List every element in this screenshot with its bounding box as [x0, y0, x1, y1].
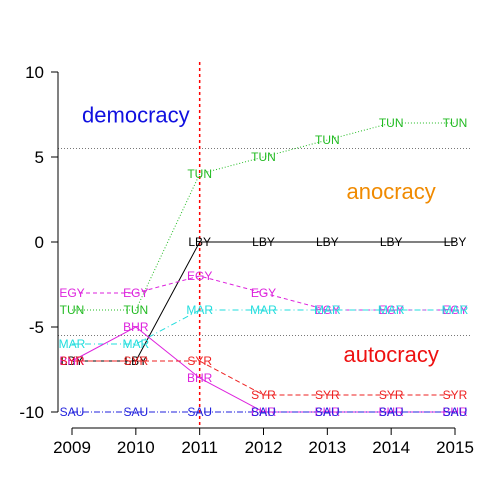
region-label-anocracy: anocracy — [347, 179, 436, 204]
point-label-syr: SYR — [443, 388, 468, 402]
x-tick-label: 2014 — [372, 438, 410, 457]
region-label-autocracy: autocracy — [343, 342, 438, 367]
x-tick-label: 2010 — [117, 438, 155, 457]
point-label-lby: LBY — [444, 235, 467, 249]
point-label-syr: SYR — [60, 354, 85, 368]
point-label-egy: EGY — [187, 269, 212, 283]
point-label-tun: TUN — [315, 133, 340, 147]
y-tick-label: 5 — [35, 148, 44, 167]
point-label-bhr: BHR — [123, 320, 149, 334]
x-tick-label: 2012 — [245, 438, 283, 457]
point-label-bhr: BHR — [378, 405, 404, 419]
reference-lines — [58, 62, 470, 428]
axes: -10 -5 0 5 10 2009 2010 2011 2012 2013 2014 2015 — [19, 63, 473, 457]
point-label-syr: SYR — [315, 388, 340, 402]
series-layer — [71, 122, 455, 413]
point-labels-layer: TUN TUN TUN TUN TUN TUN TUN LBY LBY LBY LBY LBY LBY L… — [59, 116, 469, 419]
point-label-sau: SAU — [60, 405, 85, 419]
x-tick-label: 2015 — [436, 438, 474, 457]
point-label-egy: EGY — [251, 286, 276, 300]
x-tick-label: 2009 — [53, 438, 91, 457]
point-label-bhr: BHR — [251, 405, 277, 419]
point-label-sau: SAU — [315, 405, 340, 419]
point-label-egy: EGY — [59, 286, 84, 300]
point-label-mar: MAR — [442, 303, 469, 317]
point-label-tun: TUN — [379, 116, 404, 130]
point-label-egy: EGY — [378, 303, 403, 317]
point-label-syr: SYR — [187, 354, 212, 368]
x-tick-label: 2013 — [308, 438, 346, 457]
point-label-mar: MAR — [59, 337, 86, 351]
point-label-syr: SYR — [379, 388, 404, 402]
point-label-mar: MAR — [186, 303, 213, 317]
point-label-mar: MAR — [122, 337, 149, 351]
point-label-tun: TUN — [60, 303, 85, 317]
point-label-mar: MAR — [250, 303, 277, 317]
point-label-egy: EGY — [315, 303, 340, 317]
point-label-lby: LBY — [61, 354, 84, 368]
point-label-tun: TUN — [187, 167, 212, 181]
point-label-sau: SAU — [443, 405, 468, 419]
point-label-tun: TUN — [123, 303, 148, 317]
point-label-bhr: BHR — [59, 354, 85, 368]
point-label-lby: LBY — [188, 235, 211, 249]
x-tick-label: 2011 — [181, 438, 218, 457]
point-label-tun: TUN — [251, 150, 276, 164]
point-label-sau: SAU — [251, 405, 276, 419]
y-tick-label: -10 — [19, 403, 44, 422]
point-label-tun: TUN — [443, 116, 468, 130]
point-label-sau: SAU — [379, 405, 404, 419]
point-label-bhr: BHR — [442, 405, 468, 419]
point-label-syr: SYR — [123, 354, 148, 368]
point-label-lby: LBY — [252, 235, 275, 249]
region-labels-layer: democracy anocracy autocracy — [82, 103, 439, 368]
point-label-egy: EGY — [442, 303, 467, 317]
y-tick-label: 0 — [35, 233, 44, 252]
y-tick-label: -5 — [29, 318, 44, 337]
point-label-syr: SYR — [251, 388, 276, 402]
point-label-sau: SAU — [187, 405, 212, 419]
point-label-lby: LBY — [380, 235, 403, 249]
point-label-egy: EGY — [123, 286, 148, 300]
point-label-bhr: BHR — [315, 405, 341, 419]
series-line-lby — [72, 241, 455, 362]
point-label-mar: MAR — [314, 303, 341, 317]
region-label-democracy: democracy — [82, 103, 190, 128]
y-tick-label: 10 — [25, 63, 44, 82]
series-line-mar — [72, 309, 455, 345]
point-label-mar: MAR — [378, 303, 405, 317]
point-label-sau: SAU — [123, 405, 148, 419]
point-label-bhr: BHR — [187, 371, 213, 385]
series-line-tun — [72, 122, 455, 311]
point-label-lby: LBY — [124, 354, 147, 368]
point-label-lby: LBY — [316, 235, 339, 249]
